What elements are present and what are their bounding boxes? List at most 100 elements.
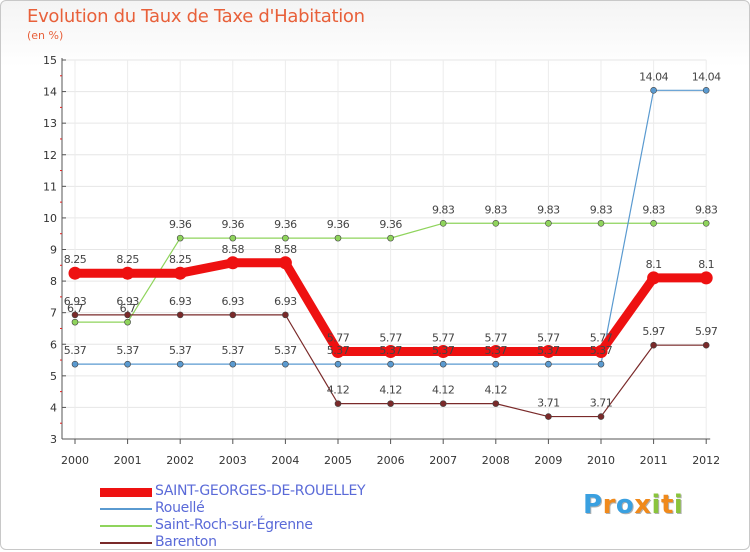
y-tick-label: 3: [50, 433, 57, 446]
logo-letter: o: [615, 490, 635, 520]
data-point: [229, 311, 237, 319]
data-point: [71, 311, 79, 319]
data-label: 5.77: [485, 332, 508, 345]
y-tick-label: 14: [43, 86, 57, 99]
legend-label: Rouellé: [155, 500, 205, 516]
data-label: 9.36: [327, 218, 350, 231]
data-point: [176, 360, 184, 368]
data-point: [176, 311, 184, 319]
data-label: 5.37: [432, 344, 455, 357]
data-point: [541, 345, 555, 359]
legend-label: SAINT-GEORGES-DE-ROUELLEY: [155, 483, 366, 499]
data-label: 9.83: [432, 203, 455, 216]
x-tick-label: 2000: [61, 454, 89, 467]
data-point: [229, 360, 237, 368]
proxiti-logo: Proxiti: [583, 490, 683, 520]
data-point: [647, 271, 661, 285]
data-point: [699, 271, 713, 285]
y-tick-label: 15: [43, 54, 57, 67]
data-label: 5.37: [116, 344, 139, 357]
data-label: 5.37: [485, 344, 508, 357]
legend-label: Saint-Roch-sur-Égrenne: [155, 517, 313, 533]
data-label: 8.25: [64, 253, 87, 266]
logo-letter: t: [660, 490, 674, 520]
y-tick-label: 6: [50, 338, 57, 351]
data-label: 4.12: [379, 384, 402, 397]
y-tick-label: 7: [50, 307, 57, 320]
data-label: 9.36: [274, 218, 297, 231]
data-point: [226, 256, 240, 270]
data-label: 4.12: [485, 384, 508, 397]
data-point: [278, 256, 292, 270]
data-label: 9.36: [222, 218, 245, 231]
data-label: 5.37: [327, 344, 350, 357]
data-label: 5.37: [379, 344, 402, 357]
x-tick-label: 2012: [692, 454, 720, 467]
x-tick-label: 2003: [219, 454, 247, 467]
data-label: 8.1: [698, 258, 714, 271]
data-label: 14.04: [639, 70, 668, 83]
data-label: 8.25: [116, 253, 139, 266]
data-label: 6.93: [116, 295, 139, 308]
x-tick-label: 2010: [587, 454, 615, 467]
data-point: [492, 360, 500, 368]
logo-letter: i: [651, 490, 661, 520]
logo-letter: r: [602, 490, 616, 520]
data-point: [121, 266, 135, 280]
data-point: [124, 318, 131, 326]
data-point: [229, 234, 237, 242]
data-label: 5.37: [537, 344, 560, 357]
x-tick-label: 2005: [324, 454, 352, 467]
data-point: [384, 345, 398, 359]
y-tick-label: 13: [43, 117, 57, 130]
x-tick-label: 2009: [534, 454, 562, 467]
data-label: 9.83: [695, 203, 718, 216]
y-tick-label: 5: [50, 370, 57, 383]
data-point: [489, 345, 503, 359]
data-label: 5.37: [274, 344, 297, 357]
data-point: [387, 234, 394, 242]
x-tick-label: 2001: [114, 454, 142, 467]
y-tick-label: 12: [43, 149, 57, 162]
data-point: [282, 311, 289, 319]
data-label: 9.83: [590, 203, 613, 216]
data-label: 6.7: [120, 302, 136, 315]
data-label: 14.04: [692, 70, 721, 83]
data-point: [650, 87, 657, 94]
data-label: 5.37: [64, 344, 87, 357]
logo-letter: i: [673, 490, 684, 520]
x-tick-label: 2011: [640, 454, 668, 467]
y-tick-label: 4: [50, 401, 57, 414]
data-label: 6.93: [169, 295, 192, 308]
data-label: 9.83: [642, 203, 665, 216]
data-label: 5.77: [590, 332, 613, 345]
data-label: 8.25: [169, 253, 192, 266]
data-label: 5.37: [590, 344, 613, 357]
x-tick-label: 2004: [271, 454, 299, 467]
data-point: [71, 318, 79, 326]
data-label: 5.77: [379, 332, 402, 345]
y-tick-label: 9: [50, 244, 57, 257]
data-point: [597, 360, 605, 368]
data-label: 6.93: [274, 295, 297, 308]
x-tick-label: 2008: [482, 454, 510, 467]
legend-swatch: [100, 508, 152, 510]
data-label: 5.37: [169, 344, 192, 357]
data-label: 9.83: [537, 203, 560, 216]
data-label: 6.93: [64, 295, 87, 308]
data-label: 3.71: [537, 397, 560, 410]
data-point: [282, 234, 289, 242]
data-point: [68, 266, 82, 280]
logo-letter: x: [634, 490, 652, 520]
data-point: [387, 400, 394, 407]
data-point: [545, 413, 552, 420]
data-label: 6.93: [222, 295, 245, 308]
data-point: [492, 219, 500, 227]
data-point: [331, 345, 345, 359]
data-point: [597, 413, 605, 420]
data-point: [594, 345, 608, 359]
data-label: 8.58: [222, 243, 245, 256]
data-label: 5.77: [327, 332, 350, 345]
data-point: [492, 400, 500, 407]
data-point: [436, 345, 450, 359]
